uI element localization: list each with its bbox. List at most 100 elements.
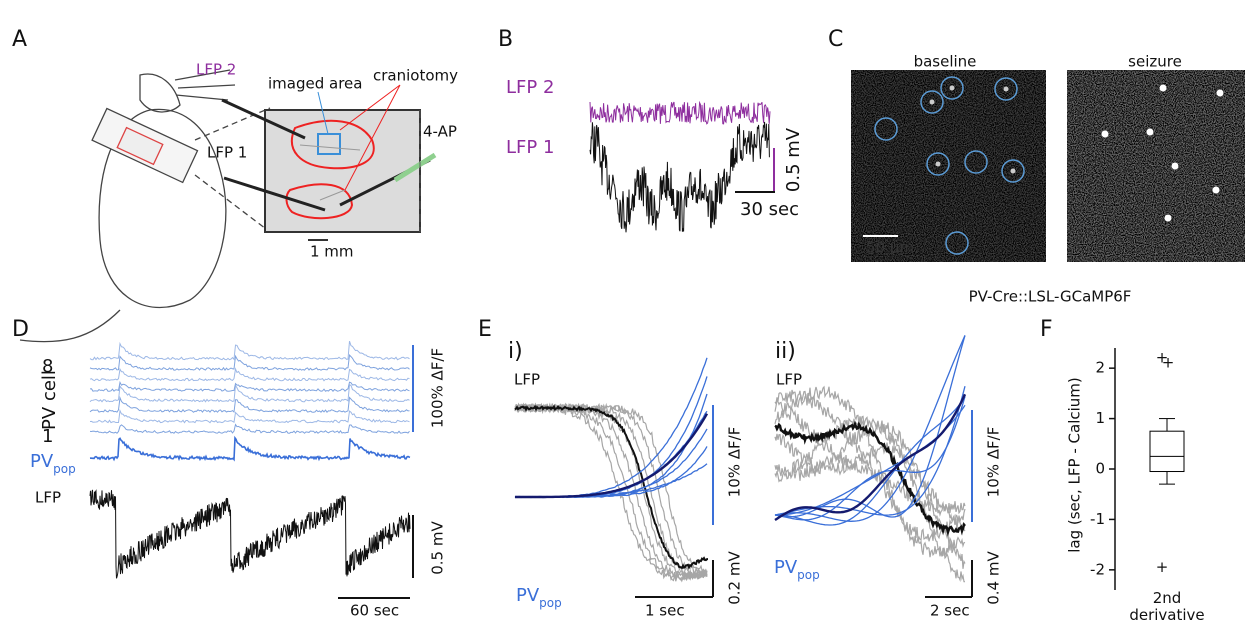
trace — [89, 423, 410, 434]
cell-ring — [964, 150, 988, 174]
trace — [774, 335, 966, 518]
cell-markers — [874, 76, 1224, 255]
drug-label: 4-AP — [423, 123, 457, 141]
pop-label-main: PV — [516, 585, 540, 606]
lfp2-label: LFP 2 — [506, 77, 554, 98]
x-tick-label-line: derivative — [1129, 606, 1204, 623]
trace — [514, 404, 708, 570]
box — [1149, 430, 1185, 473]
cell-dot — [949, 85, 955, 91]
voltage-scale: 0.5 mV — [429, 521, 447, 575]
pop-label-sub: pop — [539, 596, 562, 610]
outlier: + — [1156, 558, 1169, 576]
panel-label: E — [478, 317, 492, 342]
image-title: baseline — [914, 53, 977, 71]
lfp-label: LFP — [514, 371, 540, 389]
df-scale: 10% ΔF/F — [726, 427, 744, 498]
pop-label-sub: pop — [797, 568, 820, 582]
y-tick-label: 1 — [1095, 409, 1105, 427]
lfp-label: LFP — [35, 489, 61, 507]
pop-label: PVpop — [774, 557, 820, 582]
time-scale: 60 sec — [350, 602, 399, 620]
pop-label-main: PV — [774, 557, 798, 578]
pop-label-main: PV — [30, 451, 54, 472]
trace — [89, 380, 410, 392]
cell-dot — [1101, 130, 1109, 138]
time-scale: 1 sec — [645, 602, 685, 620]
lfp1-label: LFP 1 — [207, 144, 247, 162]
y-tick-label: -2 — [1090, 560, 1105, 578]
df-scale: 100% ΔF/F — [429, 348, 447, 428]
trace — [774, 396, 966, 521]
panel-label: C — [828, 27, 843, 52]
cell-dot — [1164, 214, 1172, 222]
lfp2-label: LFP 2 — [196, 61, 236, 79]
imaged-area-label: imaged area — [268, 75, 362, 93]
voltage-scale: 0.5 mV — [783, 127, 804, 192]
trace — [89, 354, 410, 371]
image-title: seizure — [1128, 53, 1182, 71]
pop-label-sub: pop — [53, 462, 76, 476]
y-tick-label: 0 — [1095, 460, 1105, 478]
scale-bar — [635, 405, 714, 598]
x-tick-label: 2nd derivative — [1129, 589, 1204, 623]
window-details — [221, 84, 437, 241]
trace — [89, 435, 411, 462]
time-scale: 2 sec — [930, 602, 970, 620]
panel-label: D — [12, 317, 29, 342]
cell-ring — [1001, 159, 1025, 183]
y-axis-label: lag (sec, LFP - Calcium) — [1066, 377, 1084, 553]
scale-label: 50 μm — [866, 239, 914, 257]
scale-bar — [735, 148, 775, 193]
y-tick-label: -1 — [1090, 510, 1105, 528]
traces — [89, 100, 967, 583]
x-tick-label-line: 2nd — [1153, 589, 1182, 607]
trace — [89, 341, 410, 361]
cell-ring — [926, 152, 950, 176]
trace — [589, 100, 771, 125]
time-scale: 30 sec — [740, 199, 799, 220]
outlier: + — [1162, 354, 1175, 372]
df-scale: 10% ΔF/F — [985, 427, 1003, 498]
trace — [775, 396, 966, 526]
subpanel-label: i) — [508, 339, 523, 364]
caption: PV-Cre::LSL-GCaMP6F — [969, 288, 1132, 306]
cell-dot — [1146, 128, 1154, 136]
trace — [89, 489, 411, 579]
trace — [89, 395, 410, 414]
subpanel-label: ii) — [775, 339, 796, 364]
trace — [774, 420, 966, 537]
trace — [774, 433, 966, 536]
y-tick-label: 2 — [1095, 359, 1105, 377]
cell-axis: PV cell — [39, 370, 60, 430]
trace — [89, 383, 410, 403]
scale-label: 1 mm — [310, 243, 354, 261]
cell-dot — [935, 161, 941, 167]
scale-bar — [925, 410, 973, 598]
trace — [89, 367, 410, 382]
cell-dot — [1212, 186, 1220, 194]
cell-ring — [940, 76, 964, 100]
trace — [774, 398, 966, 517]
cell-dot — [1171, 162, 1179, 170]
trace — [774, 393, 967, 522]
pop-label: PVpop — [516, 585, 562, 610]
box-plot: 210-1-2+++2nd derivative — [1090, 348, 1205, 623]
lfp1-label: LFP 1 — [506, 137, 554, 158]
cell-ring — [945, 231, 969, 255]
cell-dot — [1159, 84, 1167, 92]
trace — [774, 415, 965, 583]
panel-label: F — [1040, 317, 1053, 342]
cell-top: 8 — [42, 356, 53, 377]
craniotomy-label: craniotomy — [373, 67, 458, 85]
cell-ring — [920, 90, 944, 114]
mouse-drawing — [19, 69, 271, 343]
panel-label: A — [12, 27, 27, 52]
cell-dot — [1010, 168, 1016, 174]
cell-dot — [1003, 86, 1009, 92]
cell-dot — [1216, 89, 1224, 97]
cell-ring — [874, 117, 898, 141]
cell-ring — [994, 77, 1018, 101]
cell-bottom: 1 — [42, 426, 53, 447]
trace — [515, 413, 709, 499]
